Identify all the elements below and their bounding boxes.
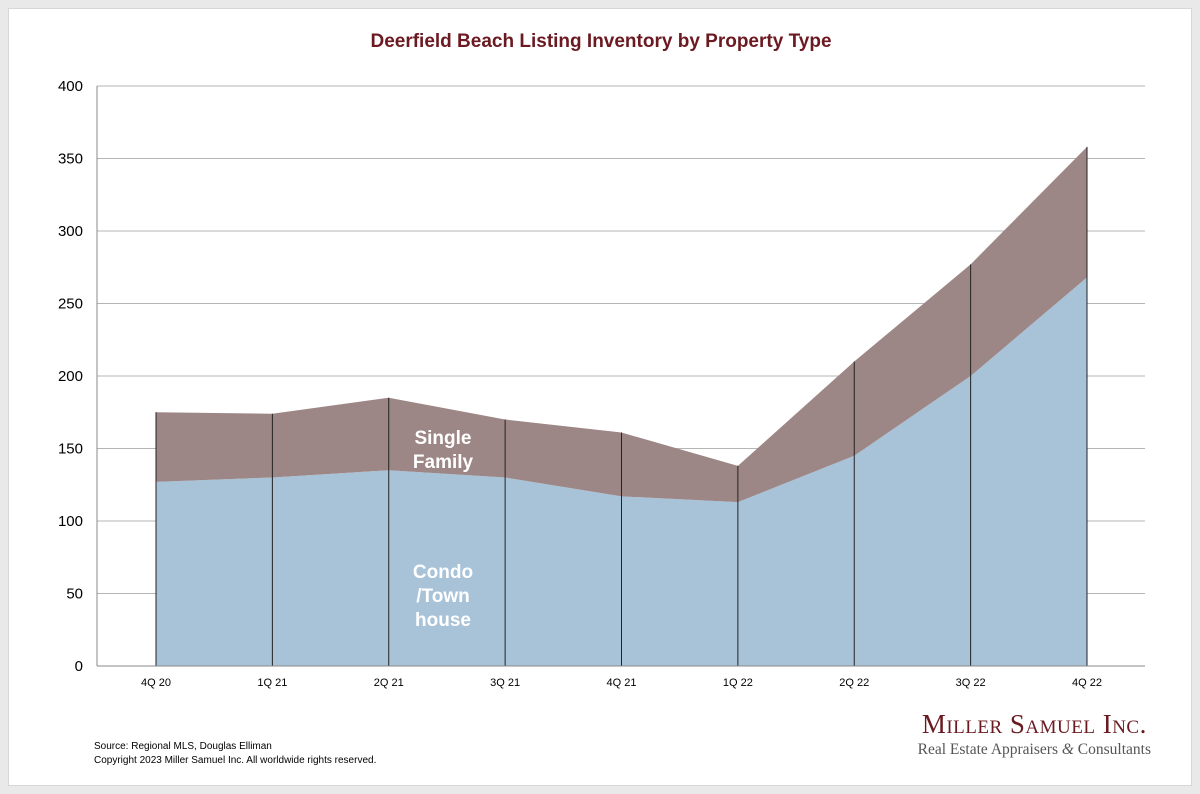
y-tick-label: 400 <box>58 78 83 95</box>
company-logo: Miller Samuel Inc. Real Estate Appraiser… <box>918 709 1151 759</box>
single-family-series-label: Family <box>413 452 474 473</box>
x-tick-label: 2Q 22 <box>839 677 869 689</box>
y-tick-label: 300 <box>58 223 83 240</box>
condo-series-label: /Town <box>416 586 469 607</box>
x-tick-label: 3Q 22 <box>956 677 986 689</box>
logo-tagline-end: Consultants <box>1073 741 1151 758</box>
chart-title: Deerfield Beach Listing Inventory by Pro… <box>370 31 832 52</box>
y-tick-label: 50 <box>66 586 83 603</box>
y-tick-label: 250 <box>58 296 83 313</box>
logo-ampersand: & <box>1061 741 1074 758</box>
y-tick-label: 200 <box>58 368 83 385</box>
x-tick-label: 1Q 21 <box>257 677 287 689</box>
source-line: Source: Regional MLS, Douglas Elliman <box>94 741 272 752</box>
x-tick-label: 4Q 20 <box>141 677 171 689</box>
y-tick-label: 150 <box>58 441 83 458</box>
source-note: Source: Regional MLS, Douglas Elliman Co… <box>94 740 376 768</box>
y-tick-label: 100 <box>58 513 83 530</box>
x-tick-label: 3Q 21 <box>490 677 520 689</box>
condo-series-label: Condo <box>413 562 473 583</box>
logo-name: Miller Samuel Inc. <box>921 709 1147 739</box>
single-family-series-label: Single <box>414 428 471 449</box>
x-tick-label: 1Q 22 <box>723 677 753 689</box>
x-tick-label: 4Q 21 <box>607 677 637 689</box>
condo-series-label: house <box>415 610 471 631</box>
x-tick-label: 2Q 21 <box>374 677 404 689</box>
logo-tagline: Real Estate Appraisers & Consultants <box>918 741 1151 759</box>
chart-card: Deerfield Beach Listing Inventory by Pro… <box>8 8 1192 786</box>
y-tick-label: 0 <box>75 658 83 675</box>
copyright-line: Copyright 2023 Miller Samuel Inc. All wo… <box>94 755 377 766</box>
area-chart: 0 50 100 150 200 250 300 350 400 4Q 20 1Q 21 2Q 21 3… <box>58 78 1145 689</box>
y-tick-label: 350 <box>58 151 83 168</box>
x-tick-label: 4Q 22 <box>1072 677 1102 689</box>
logo-tagline-start: Real Estate Appraisers <box>917 741 1062 758</box>
